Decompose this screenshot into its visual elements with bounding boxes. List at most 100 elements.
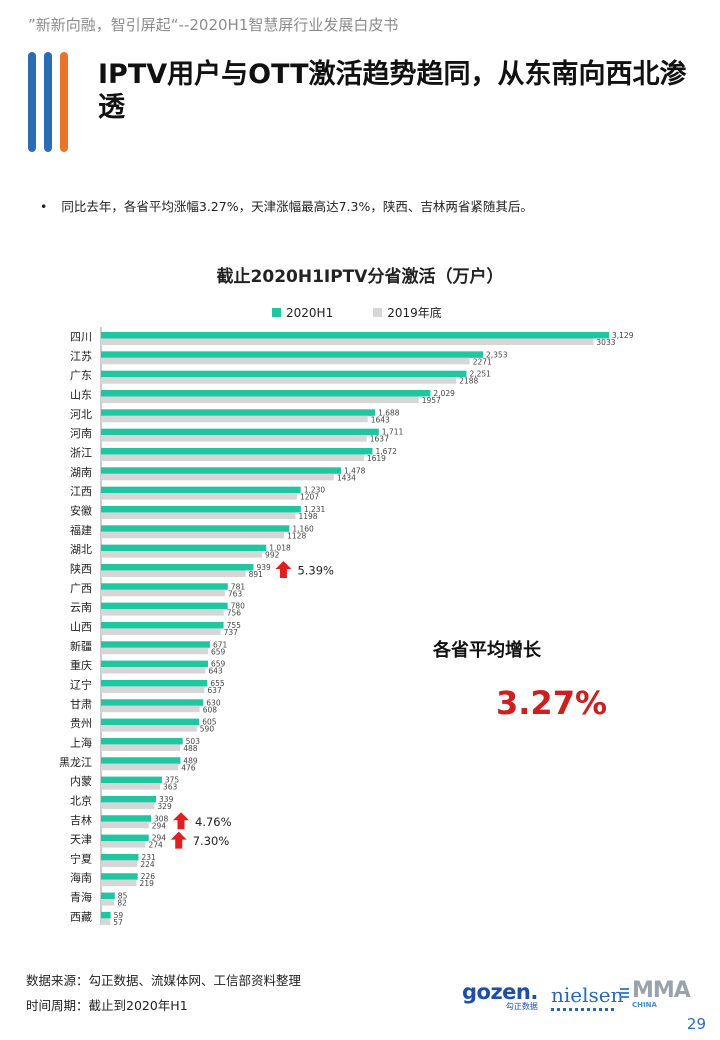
category-label: 黑龙江	[59, 756, 92, 769]
bar-2019	[101, 667, 206, 674]
bar-2020h1	[101, 660, 208, 668]
chart-title: 截止2020H1IPTV分省激活（万户）	[216, 267, 504, 287]
category-label: 上海	[70, 735, 92, 749]
data-label-2020h1: 630	[206, 698, 221, 707]
growth-annotation-label: 7.30%	[193, 834, 230, 848]
bar-2019	[101, 377, 457, 384]
data-label-2019: 82	[117, 899, 127, 908]
bar-2020h1	[101, 834, 149, 842]
legend-item-2020h1: 2020H1	[272, 304, 333, 321]
bar-2019	[101, 841, 146, 848]
bar-2019	[101, 802, 155, 809]
category-label: 广东	[70, 369, 92, 382]
bar-2019	[101, 570, 246, 577]
mma-bars-icon	[620, 988, 629, 1000]
data-label-2019: 643	[208, 667, 223, 676]
legend-label-2019: 2019年底	[387, 306, 442, 320]
data-label-2019: 363	[163, 783, 178, 792]
category-label: 青海	[70, 890, 92, 904]
data-label-2020h1: 1,711	[382, 428, 404, 437]
data-label-2020h1: 489	[183, 756, 198, 765]
bar-2019	[101, 879, 137, 887]
mma-logo-subtext: CHINA	[632, 1001, 657, 1009]
data-label-2020h1: 605	[202, 718, 217, 727]
data-label-2020h1: 85	[118, 892, 128, 901]
data-label-2019: 488	[183, 744, 198, 753]
bar-2019	[101, 435, 367, 442]
category-label: 西藏	[70, 910, 92, 923]
data-label-2019: 1637	[370, 435, 389, 444]
bar-2020h1	[101, 389, 431, 397]
data-label-2020h1: 1,018	[269, 544, 291, 553]
data-label-2019: 992	[265, 551, 280, 560]
data-label-2020h1: 939	[256, 563, 271, 572]
growth-annotation-label: 5.39%	[297, 563, 334, 577]
category-label: 广西	[70, 582, 92, 595]
bar-2020h1	[101, 505, 301, 513]
bar-2020h1	[101, 641, 210, 648]
bar-2019	[101, 744, 181, 751]
title-bar-blue-2	[44, 52, 52, 152]
data-label-2020h1: 1,230	[304, 486, 326, 495]
data-source: 数据来源：勾正数据、流媒体网、工信部资料整理	[26, 973, 302, 988]
data-label-2019: 659	[211, 647, 226, 656]
data-label-2019: 891	[249, 570, 264, 579]
bar-2019	[101, 783, 160, 790]
bar-2019	[101, 338, 594, 345]
data-label-2019: 476	[181, 763, 196, 772]
bar-2019	[101, 918, 111, 925]
bar-2020h1	[101, 873, 138, 880]
category-label: 山西	[70, 620, 92, 633]
nielsen-logo-text: nielsen	[551, 983, 624, 1007]
data-label-2019: 294	[152, 821, 167, 830]
bullet-point: • 同比去年，各省平均涨幅3.27%，天津涨幅最高达7.3%，陕西、吉林两省紧随其…	[40, 196, 533, 215]
data-label-2020h1: 2,251	[469, 370, 491, 379]
bar-2019	[101, 647, 208, 655]
data-label-2020h1: 780	[231, 602, 246, 611]
bar-2019	[101, 396, 419, 403]
category-label: 内蒙	[70, 774, 92, 788]
data-label-2019: 1619	[367, 454, 386, 463]
category-label: 甘肃	[70, 698, 92, 711]
bar-2020h1	[101, 679, 208, 687]
legend-item-2019: 2019年底	[373, 304, 442, 321]
category-label: 四川	[70, 331, 92, 344]
data-label-2019: 2271	[473, 357, 492, 366]
bar-2020h1	[101, 332, 609, 339]
title-bar-orange	[60, 52, 68, 152]
bar-2019	[101, 763, 179, 771]
category-label: 陕西	[70, 561, 92, 575]
bar-2020h1	[101, 525, 290, 532]
data-label-2020h1: 59	[114, 911, 124, 920]
data-label-2020h1: 1,478	[344, 466, 366, 475]
legend-label-2020h1: 2020H1	[286, 305, 334, 320]
up-arrow-icon	[275, 560, 292, 578]
bar-2020h1	[101, 370, 467, 378]
data-label-2019: 219	[140, 879, 155, 888]
data-label-2020h1: 659	[211, 660, 226, 669]
bar-2020h1	[101, 563, 254, 571]
bar-2019	[101, 473, 334, 481]
bar-2020h1	[101, 351, 484, 358]
data-label-2019: 637	[207, 686, 222, 695]
data-label-2019: 1198	[298, 512, 317, 521]
page-number: 29	[686, 1015, 706, 1033]
category-label: 宁夏	[70, 851, 92, 865]
data-label-2019: 3033	[596, 338, 615, 347]
data-label-2019: 756	[227, 609, 242, 618]
bar-2019	[101, 609, 224, 616]
bar-2019	[101, 357, 470, 365]
chart-legend: 2020H1 2019年底	[272, 304, 442, 321]
bar-2020h1	[101, 815, 152, 822]
bar-2020h1	[101, 428, 379, 436]
nielsen-dots-icon	[551, 1008, 617, 1011]
data-label-2020h1: 2,029	[433, 389, 455, 398]
bar-2019	[101, 686, 205, 693]
data-label-2020h1: 1,160	[292, 524, 314, 533]
category-label: 海南	[70, 871, 92, 885]
bar-2019	[101, 551, 263, 558]
bullet-dot-icon: •	[40, 199, 48, 214]
up-arrow-icon	[170, 831, 187, 849]
category-label: 贵州	[70, 717, 92, 730]
bar-2020h1	[101, 795, 157, 803]
